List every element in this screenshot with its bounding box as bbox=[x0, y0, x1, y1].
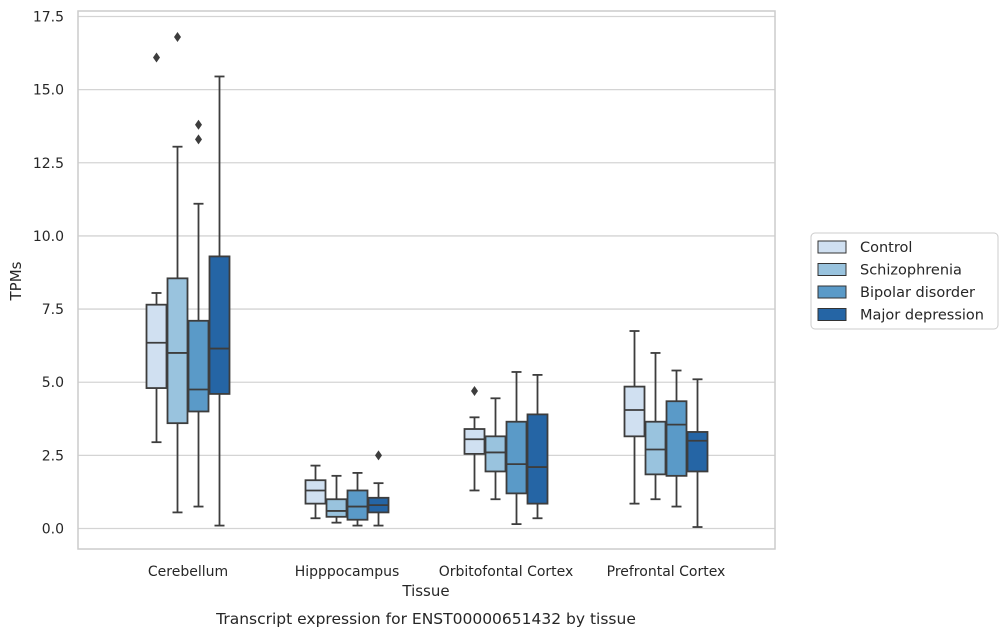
legend-item: Schizophrenia bbox=[817, 263, 962, 279]
legend-label: Bipolar disorder bbox=[860, 285, 975, 301]
box-iqr bbox=[623, 385, 646, 438]
box-iqr bbox=[325, 498, 348, 518]
legend-item: Control bbox=[817, 240, 912, 256]
box-iqr bbox=[644, 420, 667, 476]
box-iqr bbox=[463, 428, 486, 455]
box-iqr bbox=[484, 435, 507, 473]
box-major-depression-0 bbox=[208, 75, 231, 527]
x-tick-label: Prefrontal Cortex bbox=[607, 564, 726, 580]
box-iqr bbox=[686, 431, 709, 473]
outlier-point bbox=[195, 119, 202, 130]
box-schizophrenia-2 bbox=[484, 397, 507, 501]
outlier-point bbox=[153, 52, 160, 63]
box-control-1 bbox=[304, 464, 327, 520]
y-tick-label: 12.5 bbox=[33, 156, 64, 172]
box-major-depression-1 bbox=[367, 450, 390, 527]
legend-frame bbox=[810, 232, 999, 330]
x-tick-label: Orbitofontal Cortex bbox=[439, 564, 574, 580]
box-schizophrenia-1 bbox=[325, 474, 348, 524]
box-bipolar-disorder-1 bbox=[346, 472, 369, 527]
legend-item: Major depression bbox=[817, 308, 984, 324]
x-tick-label: Cerebellum bbox=[148, 564, 228, 580]
legend-swatch bbox=[817, 263, 847, 276]
y-tick-labels: 0.0 2.5 5.0 7.5 10.0 12.5 15.0 17.5 bbox=[33, 10, 64, 538]
box-major-depression-2 bbox=[526, 373, 549, 520]
legend-swatch bbox=[817, 308, 847, 321]
box-iqr bbox=[166, 277, 189, 425]
box-iqr bbox=[665, 400, 688, 477]
x-tick-labels: Cerebellum Hipppocampus Orbitofontal Corte… bbox=[148, 564, 725, 580]
box-major-depression-3 bbox=[686, 378, 709, 528]
y-tick-label: 15.0 bbox=[33, 83, 64, 99]
box-iqr bbox=[346, 489, 369, 521]
outlier-point bbox=[375, 450, 382, 461]
box-control-0 bbox=[145, 52, 168, 444]
box-iqr bbox=[526, 413, 549, 505]
box-schizophrenia-0 bbox=[166, 31, 189, 514]
x-tick-label: Hipppocampus bbox=[295, 564, 400, 580]
box-bipolar-disorder-3 bbox=[665, 369, 688, 508]
box-groups bbox=[145, 31, 709, 528]
legend-label: Control bbox=[860, 240, 912, 256]
legend-swatch bbox=[817, 285, 847, 299]
y-axis-title: TPMs bbox=[7, 261, 25, 301]
box-iqr bbox=[145, 303, 168, 389]
box-iqr bbox=[505, 420, 528, 495]
outlier-point bbox=[471, 385, 478, 396]
y-tick-label: 5.0 bbox=[42, 375, 64, 391]
box-schizophrenia-3 bbox=[644, 352, 667, 501]
legend-label: Schizophrenia bbox=[860, 263, 962, 279]
box-bipolar-disorder-2 bbox=[505, 371, 528, 526]
legend-label: Major depression bbox=[860, 308, 984, 324]
y-tick-label: 0.0 bbox=[42, 522, 64, 538]
chart-caption: Transcript expression for ENST0000065143… bbox=[215, 610, 636, 628]
legend-swatch bbox=[817, 240, 847, 254]
legend-item: Bipolar disorder bbox=[817, 285, 975, 301]
box-iqr bbox=[208, 255, 231, 395]
y-tick-label: 2.5 bbox=[42, 448, 64, 464]
box-iqr bbox=[304, 479, 327, 505]
y-tick-label: 10.0 bbox=[33, 229, 64, 245]
box-bipolar-disorder-0 bbox=[187, 119, 210, 508]
plot-frame bbox=[77, 10, 776, 550]
x-axis-title: Tissue bbox=[401, 582, 449, 600]
box-iqr bbox=[187, 319, 210, 413]
box-control-2 bbox=[463, 385, 486, 492]
outlier-point bbox=[174, 31, 181, 42]
outlier-point bbox=[195, 134, 202, 145]
legend: Control Schizophrenia Bipolar disorder Majo… bbox=[810, 232, 999, 330]
y-tick-label: 17.5 bbox=[33, 10, 64, 26]
y-tick-label: 7.5 bbox=[42, 302, 64, 318]
box-control-3 bbox=[623, 330, 646, 505]
